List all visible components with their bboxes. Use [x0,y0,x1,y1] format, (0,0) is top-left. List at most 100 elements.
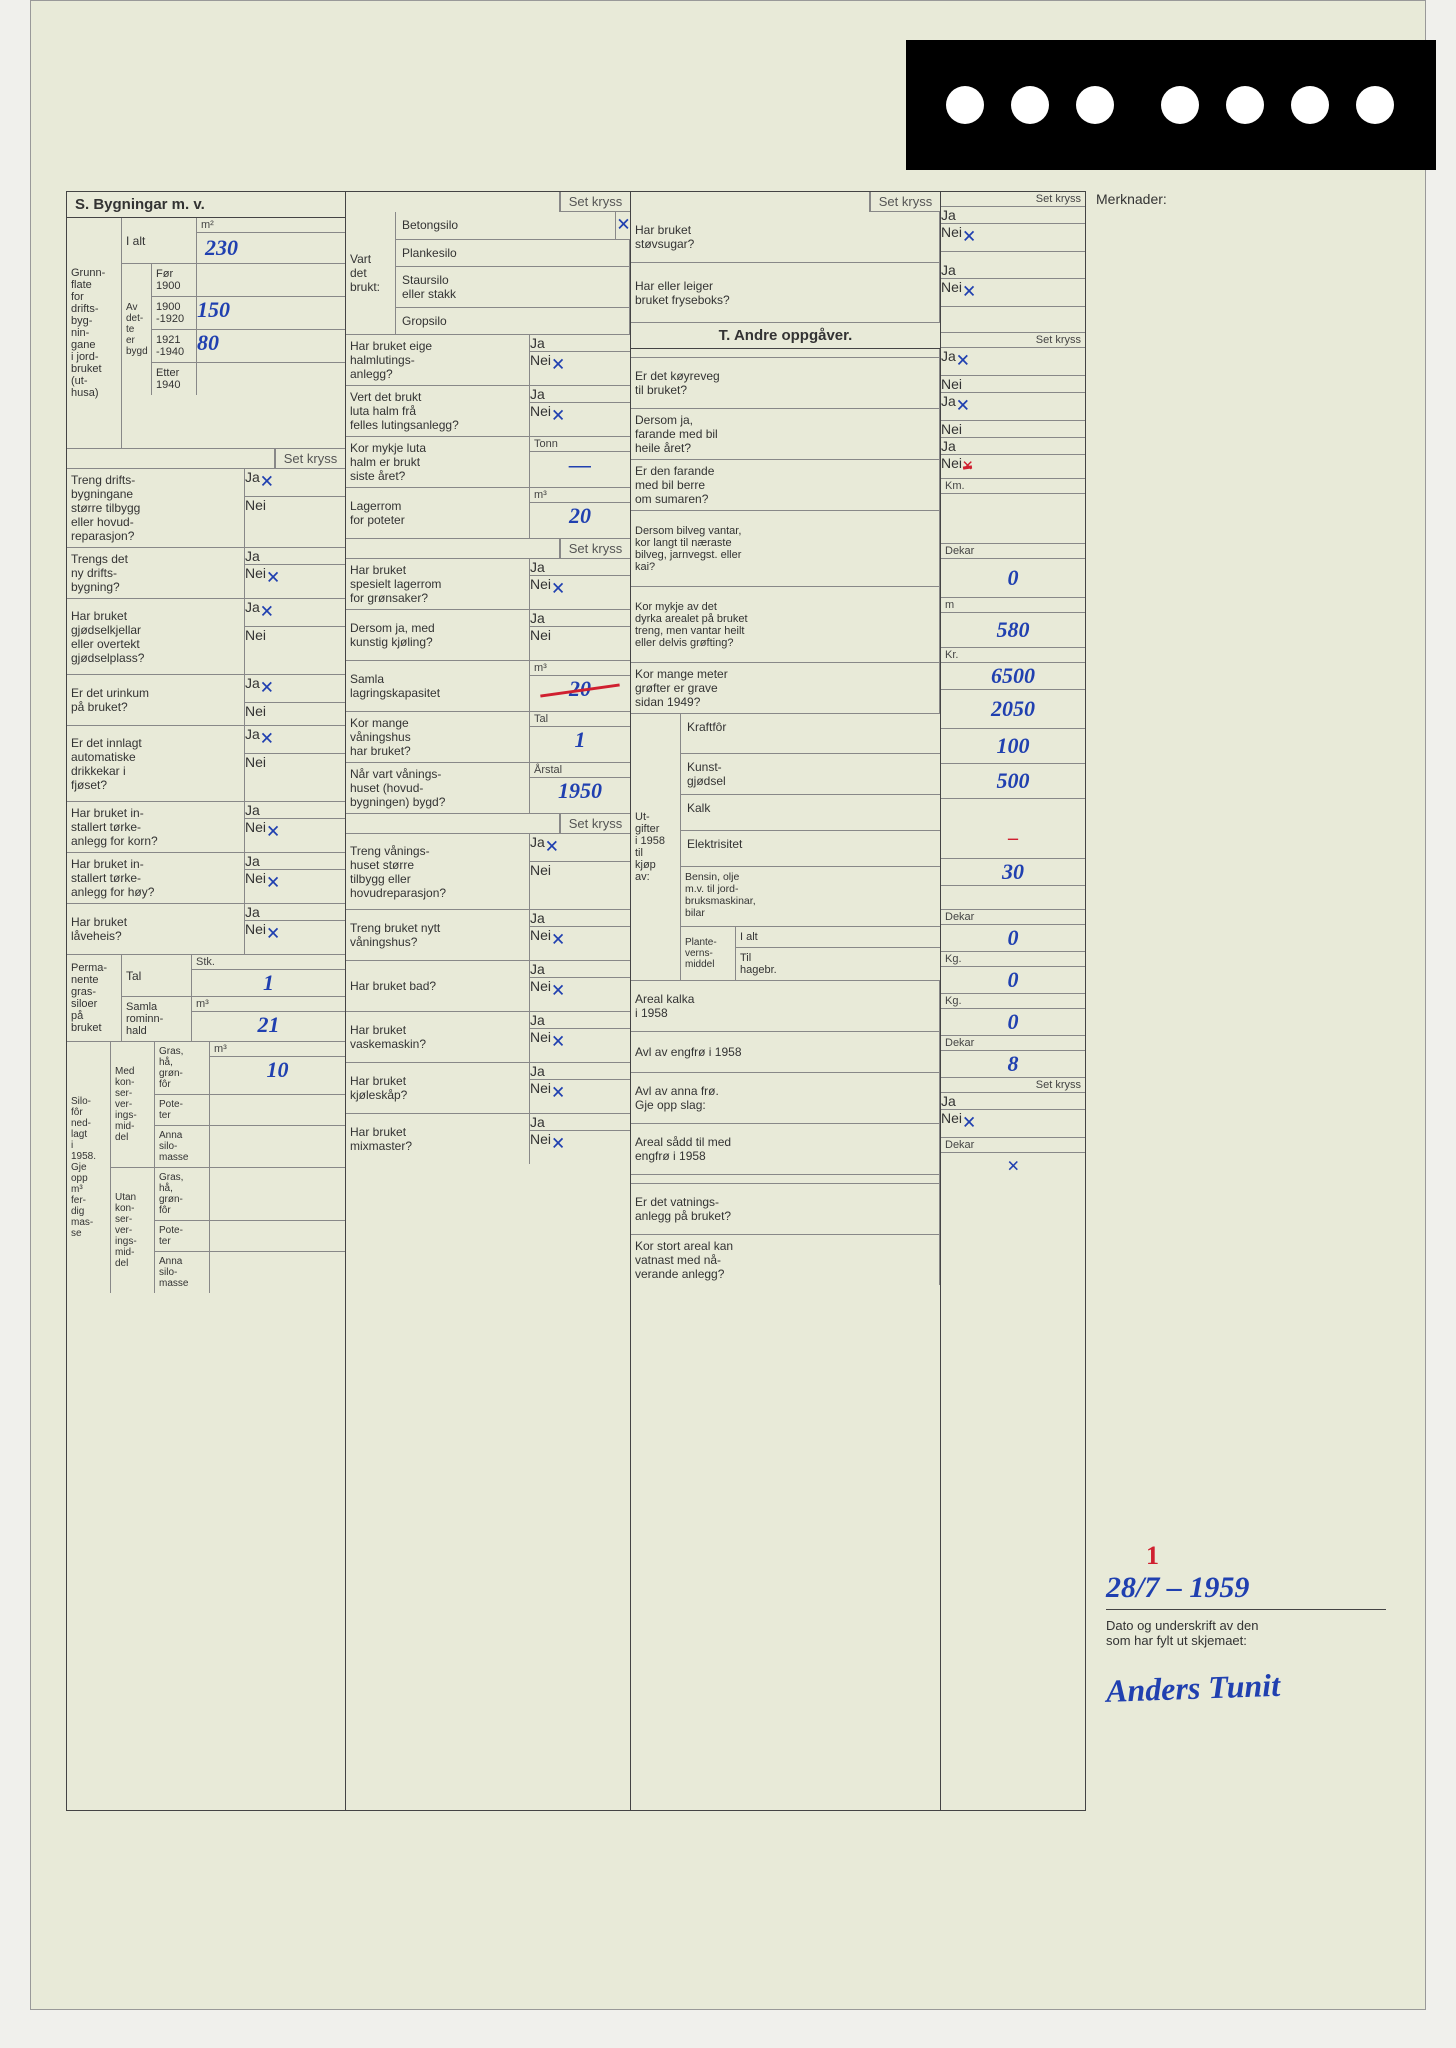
anna-fro-label: Avl av anna frø. Gje opp slag: [631,1073,940,1123]
silo-label: Silo- fôr ned- lagt i 1958. Gje opp m³ f… [67,1042,111,1293]
q5-ja-mark: × [260,726,274,752]
engfro-val: 0 [941,967,1085,994]
vatning-label: Er det vatnings- anlegg på bruket? [631,1184,940,1234]
utan-label: Utan kon- ser- ver- ings- mid- del [111,1168,155,1293]
column-4-answers: Set kryss Ja Nei× Ja Nei× Set kryss Ja× … [941,191,1086,1811]
c2q8-val: 1 [530,727,630,753]
gropsilo: Gropsilo [396,308,629,334]
column-s-bygningar: S. Bygningar m. v. Grunn- flate for drif… [66,191,346,1811]
q-gjodselkjellar: Har bruket gjødselkjellar eller overtekt… [67,599,245,674]
q-kunstig-kjoling: Dersom ja, med kunstig kjøling? [346,610,530,660]
q-grofter-meter: Kor mange meter grøfter er grave sidan 1… [631,663,940,713]
staursilo: Staursilo eller stakk [396,267,629,307]
signature-date: 28/7 – 1959 [1106,1571,1386,1610]
period-post1940: Etter 1940 [152,363,197,395]
betongsilo: Betongsilo [396,212,615,239]
column-2: Set kryss Vart det brukt: Betongsilo× Pl… [346,191,631,1811]
column-3: Set kryss Har bruket støvsugar? Har elle… [631,191,941,1811]
c2q1-nei: × [551,352,565,378]
gras-value: 10 [210,1057,345,1083]
bensin-val: – [941,799,1085,859]
c2q14-nei: × [551,1080,565,1106]
c3q5-nei-strike: × [962,455,973,477]
kraftfor-label: Kraftfôr [681,714,940,753]
anna-fro-val: 0 [941,1009,1085,1036]
q3-ja-mark: × [260,599,274,625]
q-mixmaster: Har bruket mixmaster? [346,1114,530,1164]
merknader-text: Merknader: [1096,191,1167,207]
q-drikkekar: Er det innlagt automatiske drikkekar i f… [67,726,245,801]
ja-label: Ja [245,469,260,496]
engfro-label: Avl av engfrø i 1958 [631,1032,940,1072]
signature-caption: Dato og underskrift av den som har fylt … [1106,1618,1386,1648]
c2q9-val: 1950 [530,778,630,804]
grunnflate-label: Grunn- flate for drifts- byg- nin- gane … [67,218,122,448]
kalk-label: Kalk [681,795,940,830]
q-bil-sumar: Er den farande med bil berre om sumaren? [631,460,940,510]
perm-rom-value: 21 [192,1012,345,1038]
q-halm-mengde: Kor mykje luta halm er brukt siste året? [346,437,530,487]
q-torke-hoy: Har bruket in- stallert tørke- anlegg fo… [67,853,245,903]
kraftfor-val: 6500 [941,663,1085,690]
q-bygd-ar: Når vart vånings- huset (hovud- bygninge… [346,763,530,813]
elektr-val: 500 [941,764,1085,799]
elektrisitet-label: Elektrisitet [681,831,940,866]
q-urinkum: Er det urinkum på bruket? [67,675,245,725]
bensin-label: Bensin, olje m.v. til jord- bruksmaskina… [681,867,940,926]
merknader-label: Merknader: [1096,191,1376,207]
period-pre1900: Før 1900 [152,264,197,296]
vart-brukt-label: Vart det brukt: [346,212,396,334]
c2q15-nei: × [551,1131,565,1157]
ialt-value: 230 [197,233,345,263]
areal-kalka-val: 0 [941,925,1085,952]
c3q2-nei: × [962,279,976,305]
section-t-header: T. Andre oppgåver. [631,323,940,349]
gras-label: Gras, hå, grøn- fôr [155,1042,210,1094]
q-koyreveg: Er det køyreveg til bruket? [631,358,940,408]
nei-label: Nei [245,497,266,513]
q-ny-bygning: Trengs det ny drifts- bygning? [67,548,245,598]
p3-value: 80 [197,330,345,362]
plante-label: Plante- verns- middel [681,927,736,980]
c3q1-nei: × [962,224,976,250]
c2q5-nei: × [551,576,565,602]
section-s-header: S. Bygningar m. v. [67,192,345,218]
q-laveheis: Har bruket låveheis? [67,904,245,954]
q-stovsugar: Har bruket støvsugar? [631,212,940,262]
set-kryss-header: Set kryss [275,449,345,468]
plankesilo: Plankesilo [396,240,629,266]
sadd-label: Areal sådd til med engfrø i 1958 [631,1124,940,1174]
red-check-mark: 1 [1146,1541,1386,1571]
q-tilbygg: Treng drifts- bygningane større tilbygg … [67,469,245,547]
plante-ialt-label: I alt [736,927,940,947]
vatning-nei: × [962,1110,976,1136]
plante-ialt-val: 30 [941,859,1085,886]
period-1921-1940: 1921 -1940 [152,330,197,362]
punch-hole-strip [906,40,1436,170]
vatnast-val: × [941,1153,1085,1179]
q7-nei-mark: × [266,870,280,896]
q-nytt-vaningshus: Treng bruket nytt våningshus? [346,910,530,960]
q-vaskemaskin: Har bruket vaskemaskin? [346,1012,530,1062]
form-page: Merknader: S. Bygningar m. v. Grunn- fla… [30,0,1426,2010]
anna-label: Anna silo- masse [155,1126,210,1167]
c3q8-val: 580 [941,613,1085,648]
vatnast-label: Kor stort areal kan vatnast med nå- vera… [631,1235,940,1285]
q-vaningshus-tal: Kor mange våningshus har bruket? [346,712,530,762]
q4-ja-mark: × [260,675,274,701]
areal-kalka-label: Areal kalka i 1958 [631,981,940,1031]
q-torke-korn: Har bruket in- stallert tørke- anlegg fo… [67,802,245,852]
kunstgj-val: 2050 [941,690,1085,729]
kalk-val: 100 [941,729,1085,764]
c3q7-val: 0 [941,559,1085,598]
q-bilveg-vantar: Dersom bilveg vantar, kor langt til næra… [631,511,940,586]
kunstgjodsel-label: Kunst- gjødsel [681,754,940,794]
q-lagringskap: Samla lagringskapasitet [346,661,530,711]
perm-tal-label: Tal [122,955,192,996]
betong-mark: × [616,212,630,238]
c2q13-nei: × [551,1029,565,1055]
q-vaningshus-tilbygg: Treng vånings- huset større tilbygg elle… [346,834,530,909]
c2q10-ja: × [545,834,559,860]
c3q3-ja: × [956,348,970,374]
q6-nei-mark: × [266,819,280,845]
